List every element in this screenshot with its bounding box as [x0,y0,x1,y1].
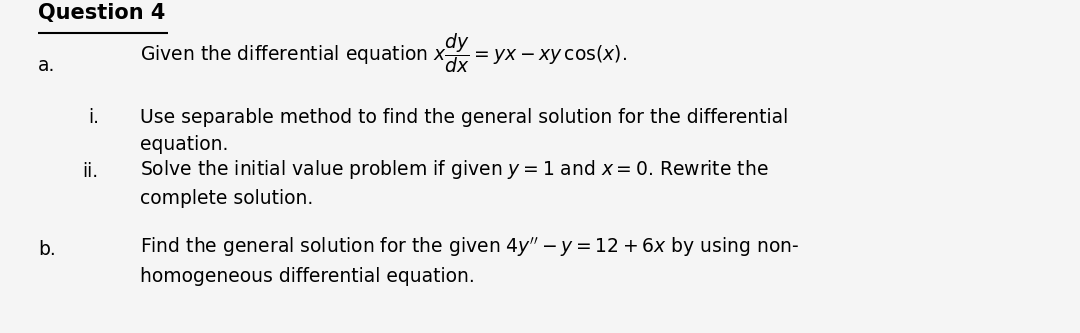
Text: ii.: ii. [82,162,98,181]
Text: b.: b. [38,240,56,259]
Text: Find the general solution for the given $4y'' - y = 12 + 6x$ by using non-: Find the general solution for the given … [140,235,799,259]
Text: complete solution.: complete solution. [140,189,313,208]
Text: a.: a. [38,56,55,75]
Text: i.: i. [87,108,99,127]
Text: Use separable method to find the general solution for the differential: Use separable method to find the general… [140,108,788,127]
Text: Given the differential equation $x\dfrac{dy}{dx} = yx - xy\,\cos(x)$.: Given the differential equation $x\dfrac… [140,31,626,75]
Text: Solve the initial value problem if given $y = 1$ and $x = 0$. Rewrite the: Solve the initial value problem if given… [140,158,769,181]
Text: Question 4: Question 4 [38,3,165,23]
Text: homogeneous differential equation.: homogeneous differential equation. [140,267,475,286]
Text: equation.: equation. [140,135,228,154]
